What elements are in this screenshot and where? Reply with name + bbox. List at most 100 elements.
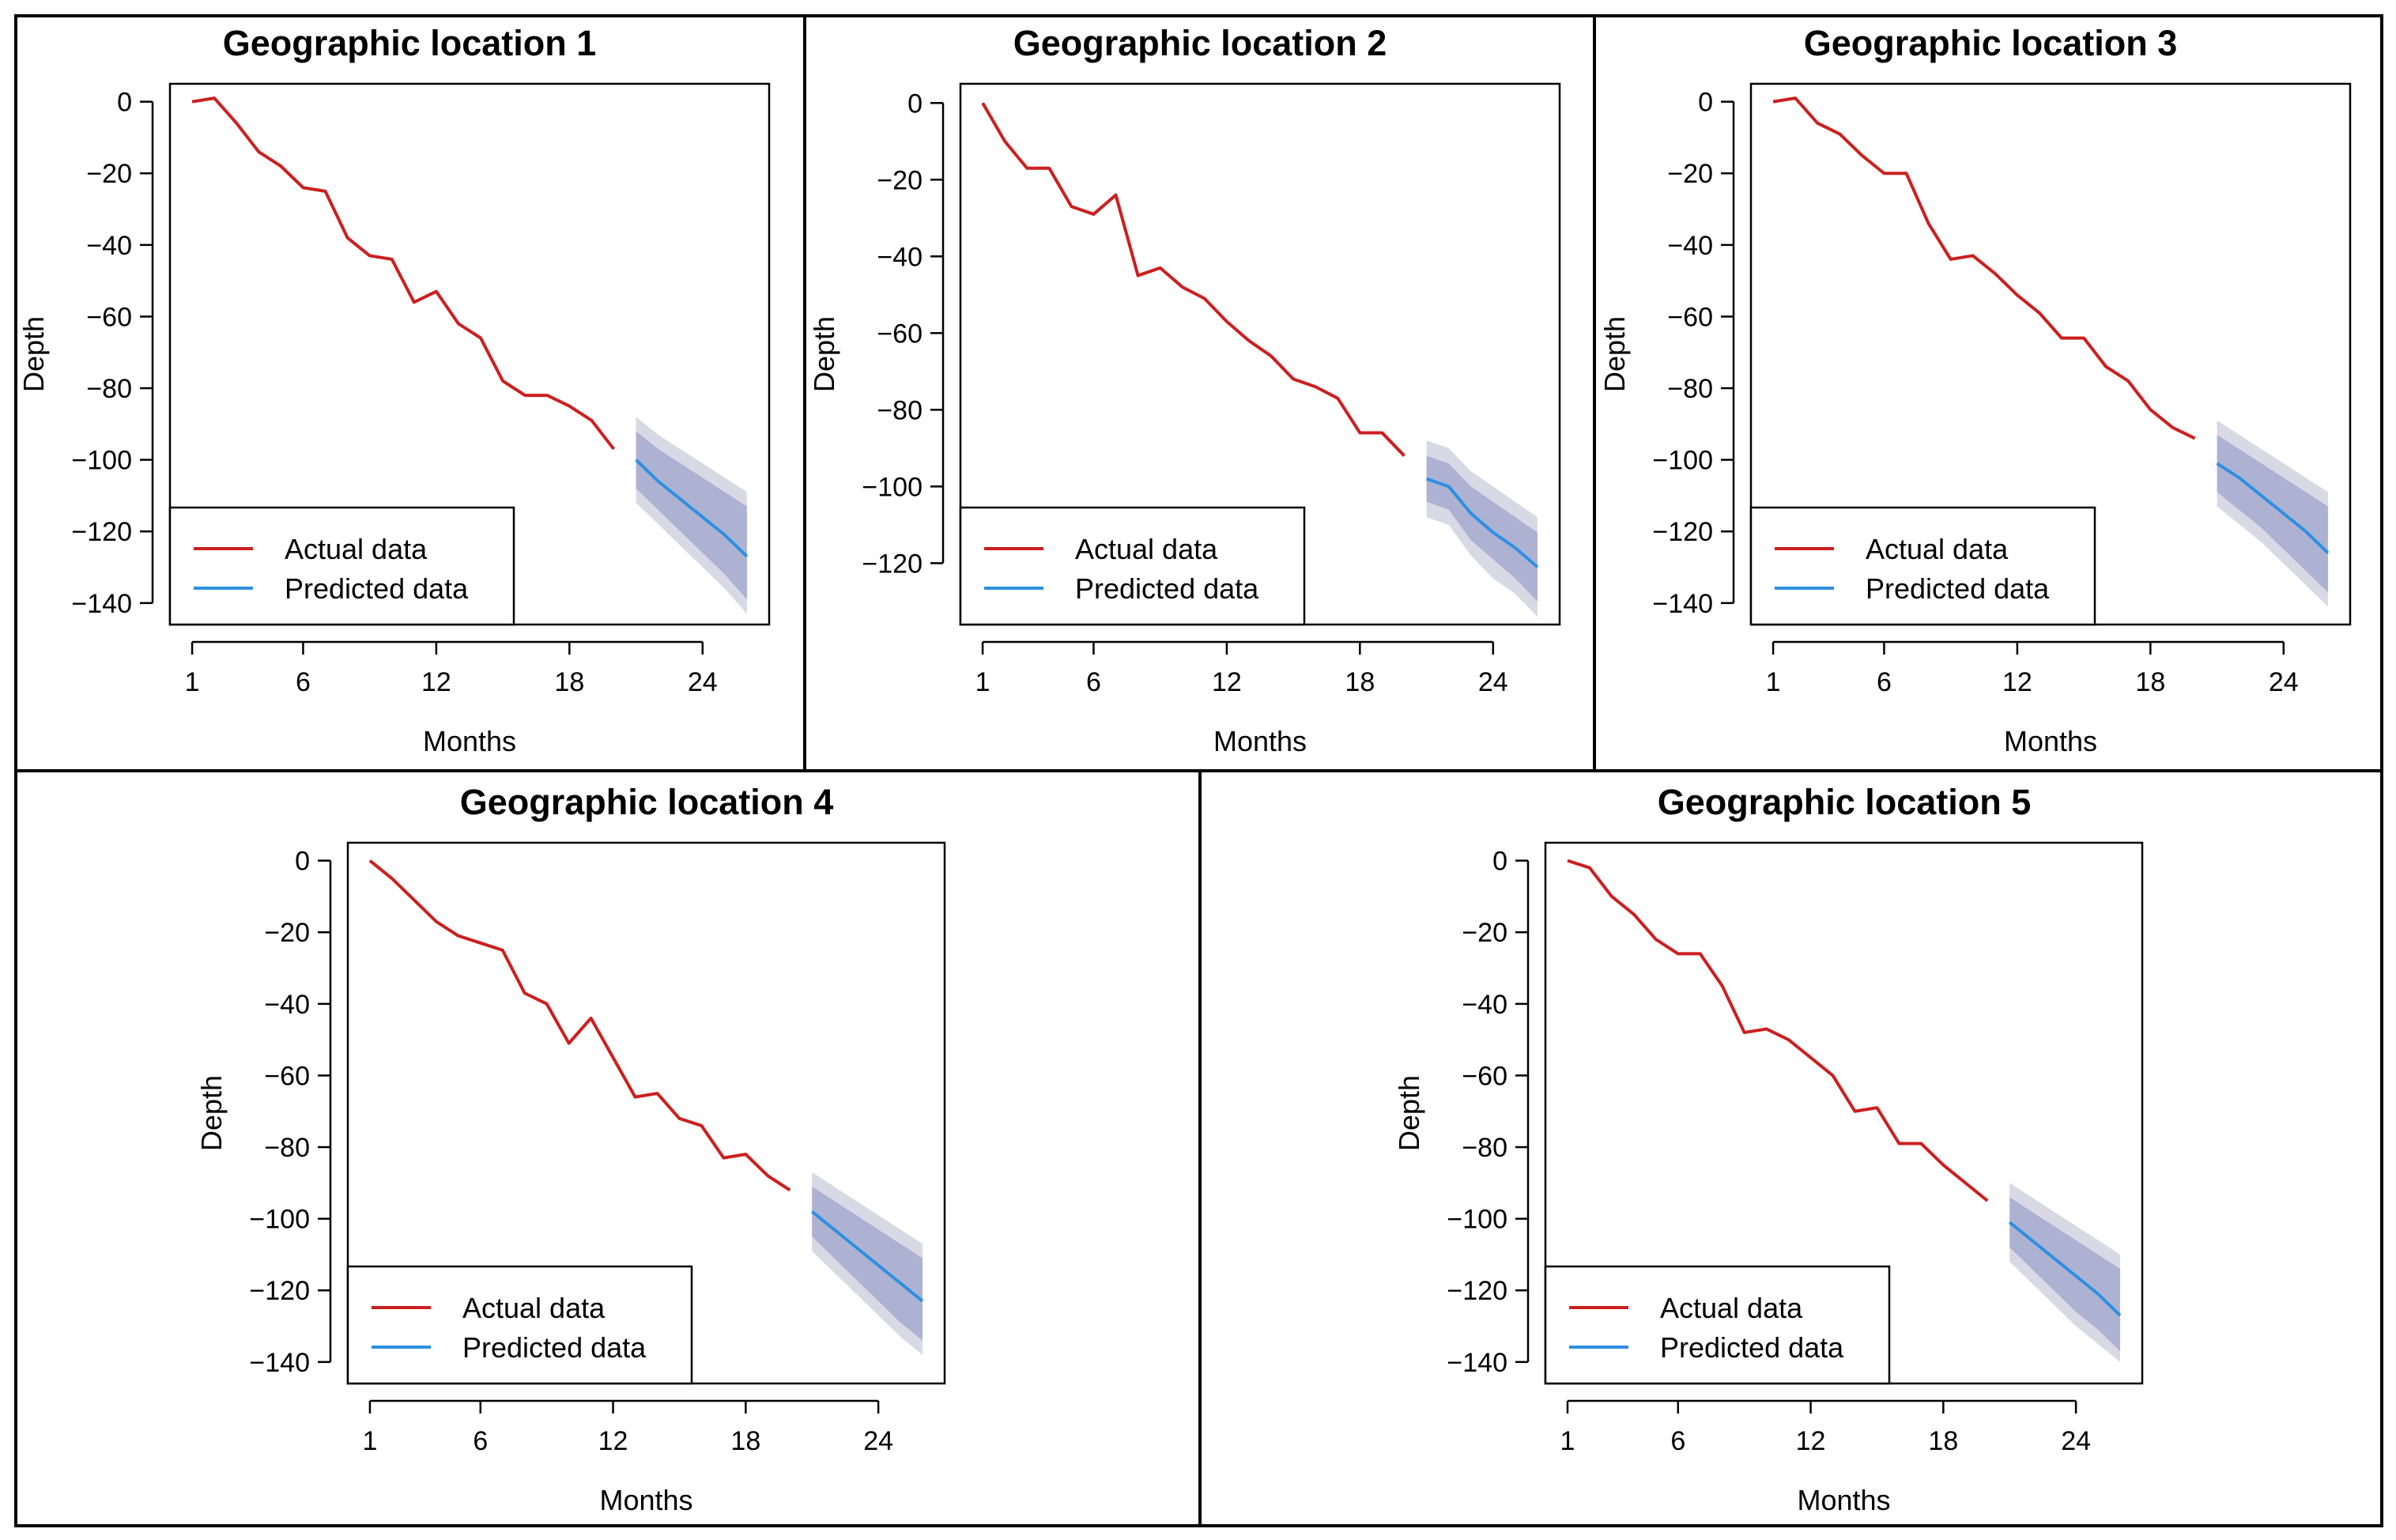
legend-label: Actual data [1075, 533, 1218, 565]
y-tick-label: 0 [907, 89, 923, 119]
x-axis: 1 6 12 18 24 [1560, 1399, 2091, 1456]
x-tick-label: 6 [473, 1426, 488, 1456]
x-tick-label: 18 [2135, 667, 2165, 697]
y-axis-label: Depth [1393, 1075, 1425, 1151]
y-tick-label: −40 [86, 231, 132, 261]
x-tick-label: 24 [863, 1426, 893, 1456]
legend-box [1544, 1265, 1891, 1385]
series-predicted-line [810, 1210, 924, 1303]
y-tick-label: −80 [1667, 374, 1713, 404]
y-axis: 0 −20 −40 −60 −80 −100 −120 −140 [1447, 847, 1530, 1378]
x-axis: 1 6 12 18 24 [363, 1399, 893, 1456]
y-axis: 0 −20 −40 −60 −80 −100 −120 −140 [249, 847, 332, 1378]
legend-label: Actual data [1660, 1292, 1803, 1324]
y-tick-label: 0 [295, 847, 310, 877]
y-tick-label: −80 [877, 395, 923, 425]
chart-panel: Geographic location 5 1 6 12 18 24 Months 0 −20 −… [1393, 782, 2144, 1516]
legend-label: Predicted data [1660, 1331, 1844, 1364]
y-tick-label: −120 [249, 1276, 310, 1306]
y-tick-label: −80 [1462, 1133, 1507, 1163]
y-tick-label: −140 [71, 589, 132, 619]
y-tick-label: −60 [877, 319, 923, 349]
y-tick-label: −60 [1667, 302, 1713, 332]
legend-box [346, 1265, 693, 1385]
chart-title: Geographic location 3 [1804, 23, 2178, 63]
series-actual-line [1567, 859, 1989, 1202]
chart-title: Geographic location 5 [1658, 782, 2032, 822]
chart-title: Geographic location 2 [1013, 23, 1387, 63]
prediction-band-80 [636, 431, 747, 600]
x-tick-label: 18 [1345, 667, 1375, 697]
y-tick-label: −100 [1447, 1205, 1507, 1235]
prediction-band-80 [812, 1186, 923, 1341]
legend: Actual data Predicted data [959, 506, 1306, 626]
y-tick-label: 0 [1698, 88, 1713, 118]
legend: Actual data Predicted data [1544, 1265, 1891, 1385]
y-tick-label: −60 [264, 1061, 310, 1091]
y-tick-label: −100 [862, 472, 923, 502]
y-tick-label: −40 [1667, 231, 1713, 261]
y-tick-label: −20 [86, 159, 132, 189]
x-axis-label: Months [1797, 1484, 1890, 1516]
x-axis-label: Months [423, 725, 516, 757]
y-tick-label: −100 [249, 1205, 310, 1235]
x-tick-label: 18 [1928, 1426, 1958, 1456]
y-axis: 0 −20 −40 −60 −80 −100 −120 −140 [71, 88, 154, 619]
x-tick-label: 12 [2002, 667, 2032, 697]
y-tick-label: −120 [71, 517, 132, 547]
y-tick-label: −20 [1667, 159, 1713, 189]
legend-box [168, 506, 515, 626]
y-axis-label: Depth [1598, 316, 1631, 392]
series-actual-line [368, 859, 791, 1192]
x-tick-label: 6 [1877, 667, 1892, 697]
legend-label: Predicted data [285, 572, 469, 605]
legend: Actual data Predicted data [346, 1265, 693, 1385]
series-predicted-line [635, 459, 749, 558]
chart-panel: Geographic location 3 1 6 12 18 24 Months 0 −20 −… [1598, 23, 2352, 757]
y-axis-label: Depth [195, 1075, 228, 1151]
x-tick-label: 24 [2269, 667, 2299, 697]
series-predicted-line [1425, 477, 1539, 568]
y-tick-label: −140 [249, 1348, 310, 1378]
y-tick-label: −40 [1462, 990, 1507, 1020]
y-tick-label: −80 [264, 1133, 310, 1163]
y-axis: 0 −20 −40 −60 −80 −100 −120 −140 [1652, 88, 1735, 619]
y-tick-label: −100 [1652, 446, 1713, 476]
x-tick-label: 1 [363, 1426, 378, 1456]
series-actual-line [191, 96, 616, 451]
legend-label: Actual data [462, 1292, 606, 1324]
y-tick-label: −40 [264, 990, 310, 1020]
x-tick-label: 1 [1766, 667, 1781, 697]
y-tick-label: −100 [71, 446, 132, 476]
panels: Geographic location 1 1 6 12 18 24 Months 0 −20 −… [17, 23, 2352, 1516]
x-tick-label: 6 [296, 667, 311, 697]
x-tick-label: 12 [1796, 1426, 1826, 1456]
series-actual-line [981, 102, 1406, 457]
x-axis-label: Months [1213, 725, 1307, 757]
series-predicted-line [2008, 1221, 2122, 1317]
y-tick-label: −120 [1447, 1276, 1507, 1306]
chart-title: Geographic location 1 [223, 23, 597, 63]
y-tick-label: −60 [1462, 1061, 1507, 1091]
legend-label: Predicted data [1866, 572, 2050, 605]
y-tick-label: −20 [1462, 918, 1507, 948]
y-axis-label: Depth [808, 316, 840, 392]
y-axis: 0 −20 −40 −60 −80 −100 −120 [862, 89, 945, 579]
y-tick-label: −20 [877, 165, 923, 195]
y-tick-label: −120 [862, 549, 923, 579]
series-predicted-line [2216, 462, 2330, 554]
x-tick-label: 1 [975, 667, 990, 697]
legend-label: Actual data [1866, 533, 2009, 565]
x-tick-label: 1 [185, 667, 200, 697]
x-axis: 1 6 12 18 24 [185, 640, 718, 697]
x-axis-label: Months [599, 1484, 692, 1516]
y-tick-label: −80 [86, 374, 132, 404]
x-tick-label: 6 [1086, 667, 1101, 697]
x-tick-label: 12 [1212, 667, 1242, 697]
x-tick-label: 24 [2061, 1426, 2091, 1456]
legend: Actual data Predicted data [1749, 506, 2096, 626]
x-tick-label: 18 [730, 1426, 760, 1456]
x-tick-label: 12 [598, 1426, 628, 1456]
y-tick-label: −120 [1652, 517, 1713, 547]
